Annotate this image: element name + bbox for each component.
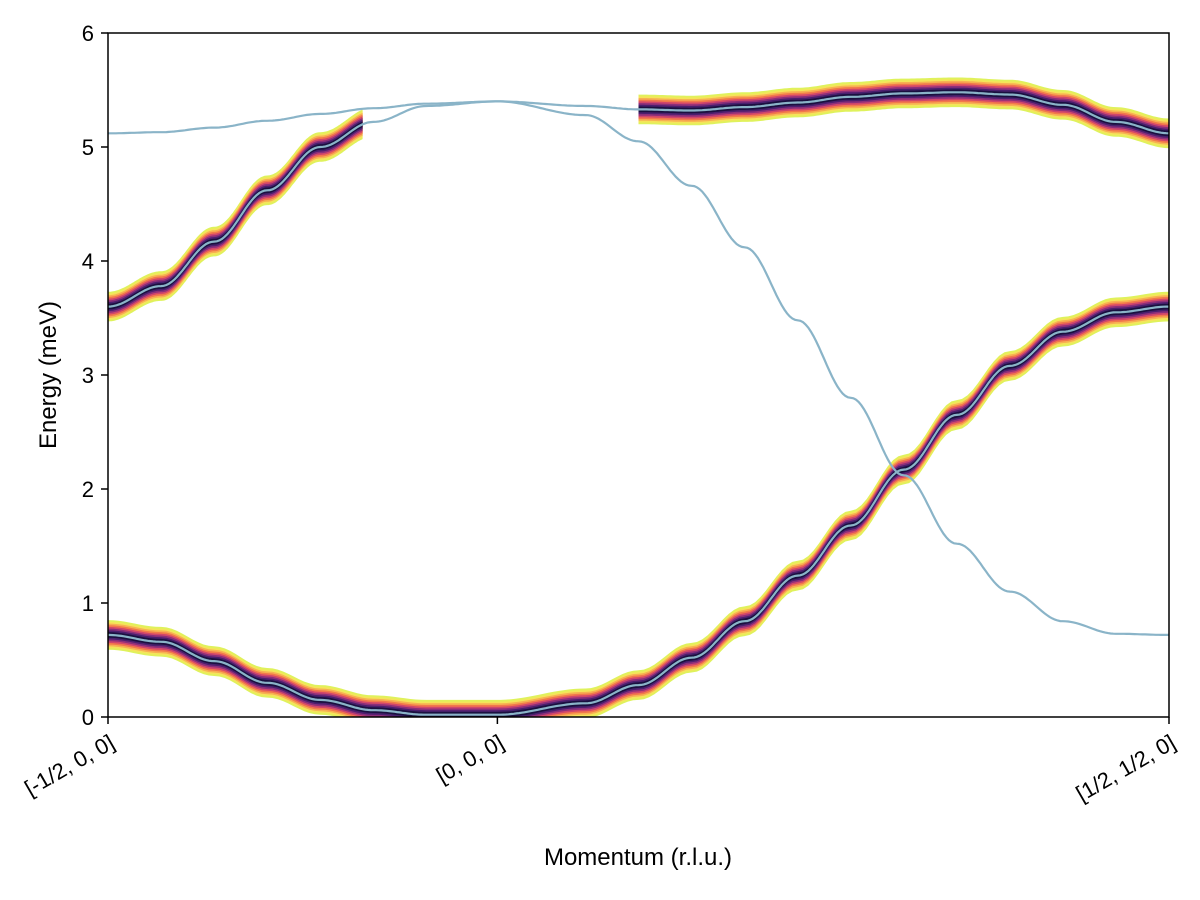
y-tick-label: 5 bbox=[82, 135, 94, 160]
intensity-band-2-6 bbox=[108, 118, 363, 313]
y-tick-label: 6 bbox=[82, 21, 94, 46]
y-tick-label: 0 bbox=[82, 705, 94, 730]
y-tick-label: 4 bbox=[82, 249, 94, 274]
y-tick-label: 3 bbox=[82, 363, 94, 388]
dispersion-line-3 bbox=[108, 91, 1169, 135]
y-tick-label: 1 bbox=[82, 591, 94, 616]
dispersion-line-2 bbox=[108, 100, 1169, 636]
x-axis-label: Momentum (r.l.u.) bbox=[544, 844, 732, 871]
y-axis-ticks: 0 1 2 3 4 5 6 bbox=[82, 21, 108, 730]
dispersion-line-1 bbox=[108, 305, 1169, 716]
y-axis-label: Energy (meV) bbox=[35, 301, 62, 449]
y-tick-label: 2 bbox=[82, 477, 94, 502]
dispersion-lines bbox=[108, 91, 1169, 716]
intensity-band-3-8 bbox=[638, 89, 1169, 137]
